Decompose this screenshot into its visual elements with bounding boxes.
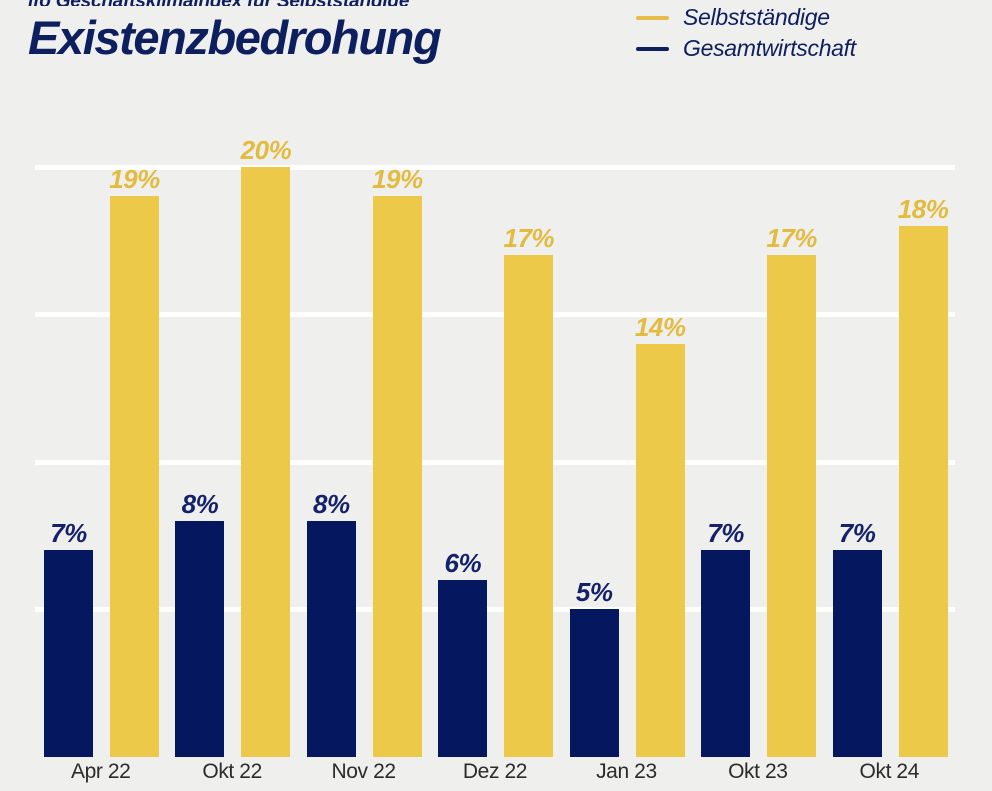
- bar-gold[interactable]: 17%: [766, 223, 817, 757]
- legend-item-selbststaendige: Selbstständige: [636, 2, 936, 33]
- bar-value-label: 8%: [181, 488, 219, 519]
- bar-value-label: 17%: [503, 223, 555, 254]
- bar-gold[interactable]: 19%: [372, 164, 423, 757]
- bar-value-label: 19%: [109, 164, 160, 195]
- bar-group: 8% 20%: [166, 135, 297, 757]
- gridline: [35, 607, 955, 613]
- legend-swatch-icon-selbststaendige: [636, 15, 669, 20]
- x-axis-tick-label: Apr 22: [70, 760, 131, 783]
- bars-layer: 7% 19% 8% 20% 8% 19% 6% 17% 5% 14% 7% 17% 7% 18%: [35, 135, 955, 757]
- legend-swatch-icon-gesamtwirtschaft: [636, 46, 669, 51]
- bar-group: 8% 19%: [298, 155, 429, 757]
- chart-subtitle: ifo Geschäftsklimaindex für Selbstständi…: [28, 0, 668, 6]
- legend-label-selbststaendige: Selbstständige: [683, 4, 830, 30]
- bar-gold[interactable]: 19%: [109, 164, 160, 757]
- chart-legend: Selbstständige Gesamtwirtschaft: [636, 2, 936, 64]
- bar-navy[interactable]: 8%: [306, 489, 356, 757]
- bar-value-label: 20%: [240, 134, 292, 165]
- bar-value-label: 14%: [634, 311, 686, 342]
- bar-navy[interactable]: 7%: [701, 518, 751, 757]
- bar-value-label: 18%: [897, 193, 949, 224]
- bar-value-label: 7%: [838, 518, 876, 549]
- bar-group: 7% 17%: [692, 155, 823, 757]
- bar-value-label: 7%: [50, 518, 87, 549]
- page-title: Existenzbedrohung: [28, 11, 442, 64]
- bar-group: 5% 14%: [561, 155, 692, 757]
- bar-navy[interactable]: 5%: [569, 577, 619, 757]
- x-axis-tick-label: Okt 22: [202, 760, 262, 783]
- bar-gold[interactable]: 18%: [898, 194, 949, 757]
- bar-group: 7% 19%: [35, 155, 166, 757]
- bar-value-label: 17%: [766, 223, 817, 254]
- bar-gold[interactable]: 14%: [635, 312, 686, 757]
- bar-value-label: 5%: [575, 577, 613, 608]
- plot-area: 7% 19% 8% 20% 8% 19% 6% 17% 5% 14% 7% 17% 7% 18%: [35, 135, 955, 757]
- x-axis-tick-label: Jan 23: [596, 760, 657, 783]
- bar-value-label: 7%: [707, 518, 744, 549]
- bar-value-label: 6%: [444, 547, 482, 578]
- gridline: [35, 312, 955, 318]
- bar-group: 6% 17%: [429, 155, 560, 757]
- bar-navy[interactable]: 6%: [438, 548, 488, 757]
- legend-label-gesamtwirtschaft: Gesamtwirtschaft: [683, 35, 856, 61]
- bar-gold[interactable]: 20%: [241, 135, 292, 757]
- bar-value-label: 8%: [313, 488, 350, 519]
- x-axis-tick-label: Nov 22: [331, 760, 396, 783]
- gridline: [35, 459, 955, 465]
- bar-navy[interactable]: 8%: [175, 489, 225, 757]
- header: ifo Geschäftsklimaindex für Selbstständi…: [28, 0, 668, 66]
- x-axis: Apr 22 Okt 22 Nov 22 Dez 22 Jan 23 Okt 23 Okt …: [35, 760, 955, 791]
- x-axis-tick-label: Okt 24: [859, 760, 920, 783]
- bar-group: 7% 18%: [824, 155, 955, 757]
- gridline: [35, 164, 955, 170]
- legend-item-gesamtwirtschaft: Gesamtwirtschaft: [636, 33, 936, 64]
- bar-navy[interactable]: 7%: [832, 518, 882, 757]
- bar-navy[interactable]: 7%: [44, 518, 93, 757]
- x-axis-tick-label: Dez 22: [462, 760, 528, 783]
- x-axis-tick-label: Okt 23: [728, 760, 788, 783]
- bar-gold[interactable]: 17%: [504, 223, 555, 757]
- bar-value-label: 19%: [372, 164, 423, 195]
